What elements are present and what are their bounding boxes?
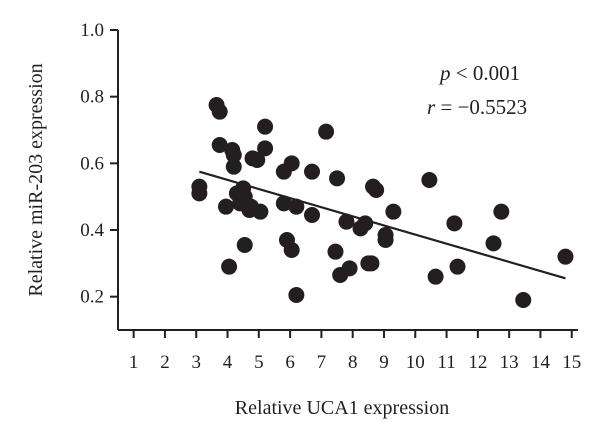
y-tick-label: 1.0 bbox=[80, 20, 104, 41]
data-point bbox=[421, 172, 438, 188]
x-tick-label: 6 bbox=[285, 352, 295, 373]
data-point bbox=[557, 248, 574, 265]
data-point bbox=[338, 213, 355, 230]
axes: 0.20.40.60.81.01 2 3 4 5 6 7 8 9 10 11 12 13 14 15 bbox=[80, 20, 581, 373]
x-axis-title: Relative UCA1 expression bbox=[235, 397, 449, 419]
data-point bbox=[318, 123, 335, 140]
r-value-annotation: r = −0.5523 bbox=[427, 95, 527, 119]
r-value-text: = −0.5523 bbox=[435, 95, 527, 119]
data-point bbox=[304, 163, 321, 180]
x-tick-label: 15 bbox=[562, 352, 581, 373]
p-symbol: p bbox=[438, 61, 451, 85]
data-point bbox=[385, 203, 402, 220]
data-point bbox=[304, 207, 321, 223]
data-point bbox=[368, 182, 385, 198]
data-point bbox=[211, 103, 228, 120]
data-point bbox=[446, 215, 463, 232]
x-tick-label: 11 bbox=[437, 352, 455, 373]
regression-line bbox=[199, 170, 566, 280]
x-tick-label: 1 bbox=[129, 352, 139, 373]
y-tick-label: 0.8 bbox=[80, 87, 104, 108]
data-point bbox=[257, 118, 274, 135]
x-tick-label: 3 bbox=[191, 352, 201, 373]
x-tick-label: 8 bbox=[348, 352, 358, 373]
data-point bbox=[515, 292, 532, 308]
data-point bbox=[283, 242, 300, 258]
data-point bbox=[252, 203, 269, 220]
data-point bbox=[363, 255, 380, 272]
x-tick-label: 4 bbox=[223, 352, 233, 373]
x-tick-label: 9 bbox=[379, 352, 389, 373]
data-point bbox=[225, 147, 242, 163]
data-point bbox=[329, 170, 346, 187]
data-point bbox=[191, 185, 208, 202]
x-tick-label: 7 bbox=[317, 352, 327, 373]
data-point bbox=[341, 260, 358, 277]
x-tick-label: 12 bbox=[468, 352, 487, 373]
data-point bbox=[427, 268, 444, 285]
data-point bbox=[493, 203, 510, 220]
x-tick-label: 2 bbox=[160, 352, 170, 373]
y-axis-title: Relative miR-203 expression bbox=[25, 63, 47, 296]
data-point bbox=[283, 155, 300, 172]
data-point bbox=[327, 243, 344, 260]
data-point bbox=[288, 198, 305, 215]
data-point bbox=[236, 237, 253, 253]
y-tick-label: 0.4 bbox=[80, 220, 104, 241]
data-points bbox=[191, 97, 574, 308]
y-tick-label: 0.2 bbox=[80, 287, 104, 308]
r-symbol: r bbox=[427, 95, 436, 119]
x-tick-label: 13 bbox=[500, 352, 519, 373]
p-value-text: < 0.001 bbox=[451, 61, 521, 85]
data-point bbox=[377, 232, 394, 248]
x-tick-label: 14 bbox=[531, 352, 551, 373]
x-tick-label: 5 bbox=[254, 352, 264, 373]
data-point bbox=[221, 258, 238, 275]
data-point bbox=[211, 137, 228, 153]
data-point bbox=[225, 158, 242, 175]
data-point bbox=[275, 195, 292, 212]
data-point bbox=[257, 140, 274, 157]
p-value-annotation: p < 0.001 bbox=[438, 61, 520, 85]
data-point bbox=[249, 152, 266, 168]
y-tick-label: 0.6 bbox=[80, 153, 104, 174]
data-point bbox=[449, 258, 466, 275]
x-tick-label: 10 bbox=[406, 352, 425, 373]
data-point bbox=[485, 235, 502, 252]
data-point bbox=[217, 198, 234, 215]
data-point bbox=[288, 287, 305, 303]
